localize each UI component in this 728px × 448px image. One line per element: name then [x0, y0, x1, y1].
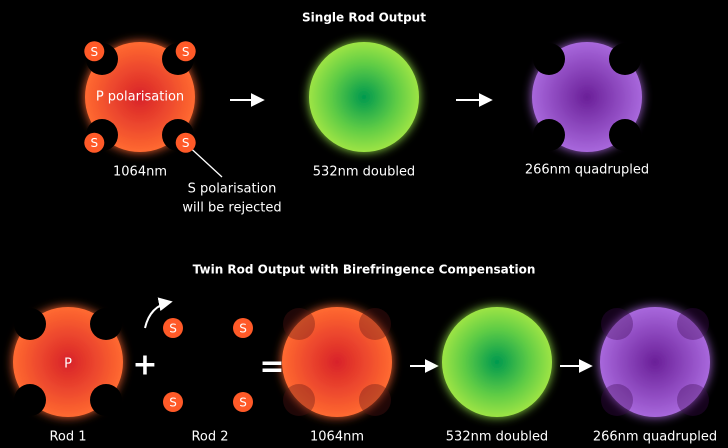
- rod-disc: [13, 307, 123, 417]
- rod-label: P polarisation: [96, 90, 184, 105]
- stage-label: 1064nm: [310, 430, 364, 445]
- rotate-arrow: [144, 297, 173, 329]
- disc: [13, 307, 123, 417]
- stage-label: Rod 1: [49, 430, 86, 445]
- badge-label: S: [169, 396, 177, 410]
- badge: [84, 41, 105, 62]
- annotation: will be rejected: [182, 201, 281, 216]
- stage-label: Rod 2: [191, 430, 228, 445]
- stage-label: 1064nm: [113, 165, 167, 180]
- badge: [175, 41, 196, 62]
- badge-label: S: [182, 136, 190, 150]
- badge-label: S: [182, 45, 190, 59]
- badge: [84, 132, 105, 153]
- disc: [532, 42, 642, 152]
- shapes: [13, 42, 710, 417]
- disc: [282, 307, 392, 417]
- overlay-notch: [677, 308, 709, 340]
- badge-label: S: [169, 322, 177, 336]
- badge-label: S: [90, 136, 98, 150]
- overlay-notch: [359, 384, 391, 416]
- overlay-notch: [601, 308, 633, 340]
- disc: [309, 42, 419, 152]
- overlay-notch: [283, 384, 315, 416]
- stage-label: 266nm quadrupled: [593, 430, 717, 445]
- badge: [175, 132, 196, 153]
- stage-label: 532nm doubled: [313, 165, 415, 180]
- badge: [163, 392, 183, 412]
- badges: S S S S S S S S: [84, 41, 253, 412]
- badge: [233, 392, 253, 412]
- overlay-notch: [677, 384, 709, 416]
- section-title: Single Rod Output: [302, 11, 426, 25]
- section-title: Twin Rod Output with Birefringence Compe…: [193, 263, 536, 277]
- rod-label: P: [64, 357, 72, 372]
- disc: [442, 307, 552, 417]
- overlay-notch: [283, 308, 315, 340]
- annotation: S polarisation: [188, 182, 277, 197]
- overlay-notch: [359, 308, 391, 340]
- overlay-notch: [601, 384, 633, 416]
- badge-label: S: [90, 45, 98, 59]
- badge: [163, 318, 183, 338]
- stage-label: 532nm doubled: [446, 430, 548, 445]
- disc: [600, 307, 710, 417]
- stage-label: 266nm quadrupled: [525, 163, 649, 178]
- equals: =: [259, 350, 284, 385]
- badge-label: S: [239, 322, 247, 336]
- rod-disc: [85, 42, 195, 152]
- badge: [233, 318, 253, 338]
- badge-label: S: [239, 396, 247, 410]
- rod-disc: [532, 42, 642, 152]
- disc: [85, 42, 195, 152]
- plus: +: [132, 348, 157, 383]
